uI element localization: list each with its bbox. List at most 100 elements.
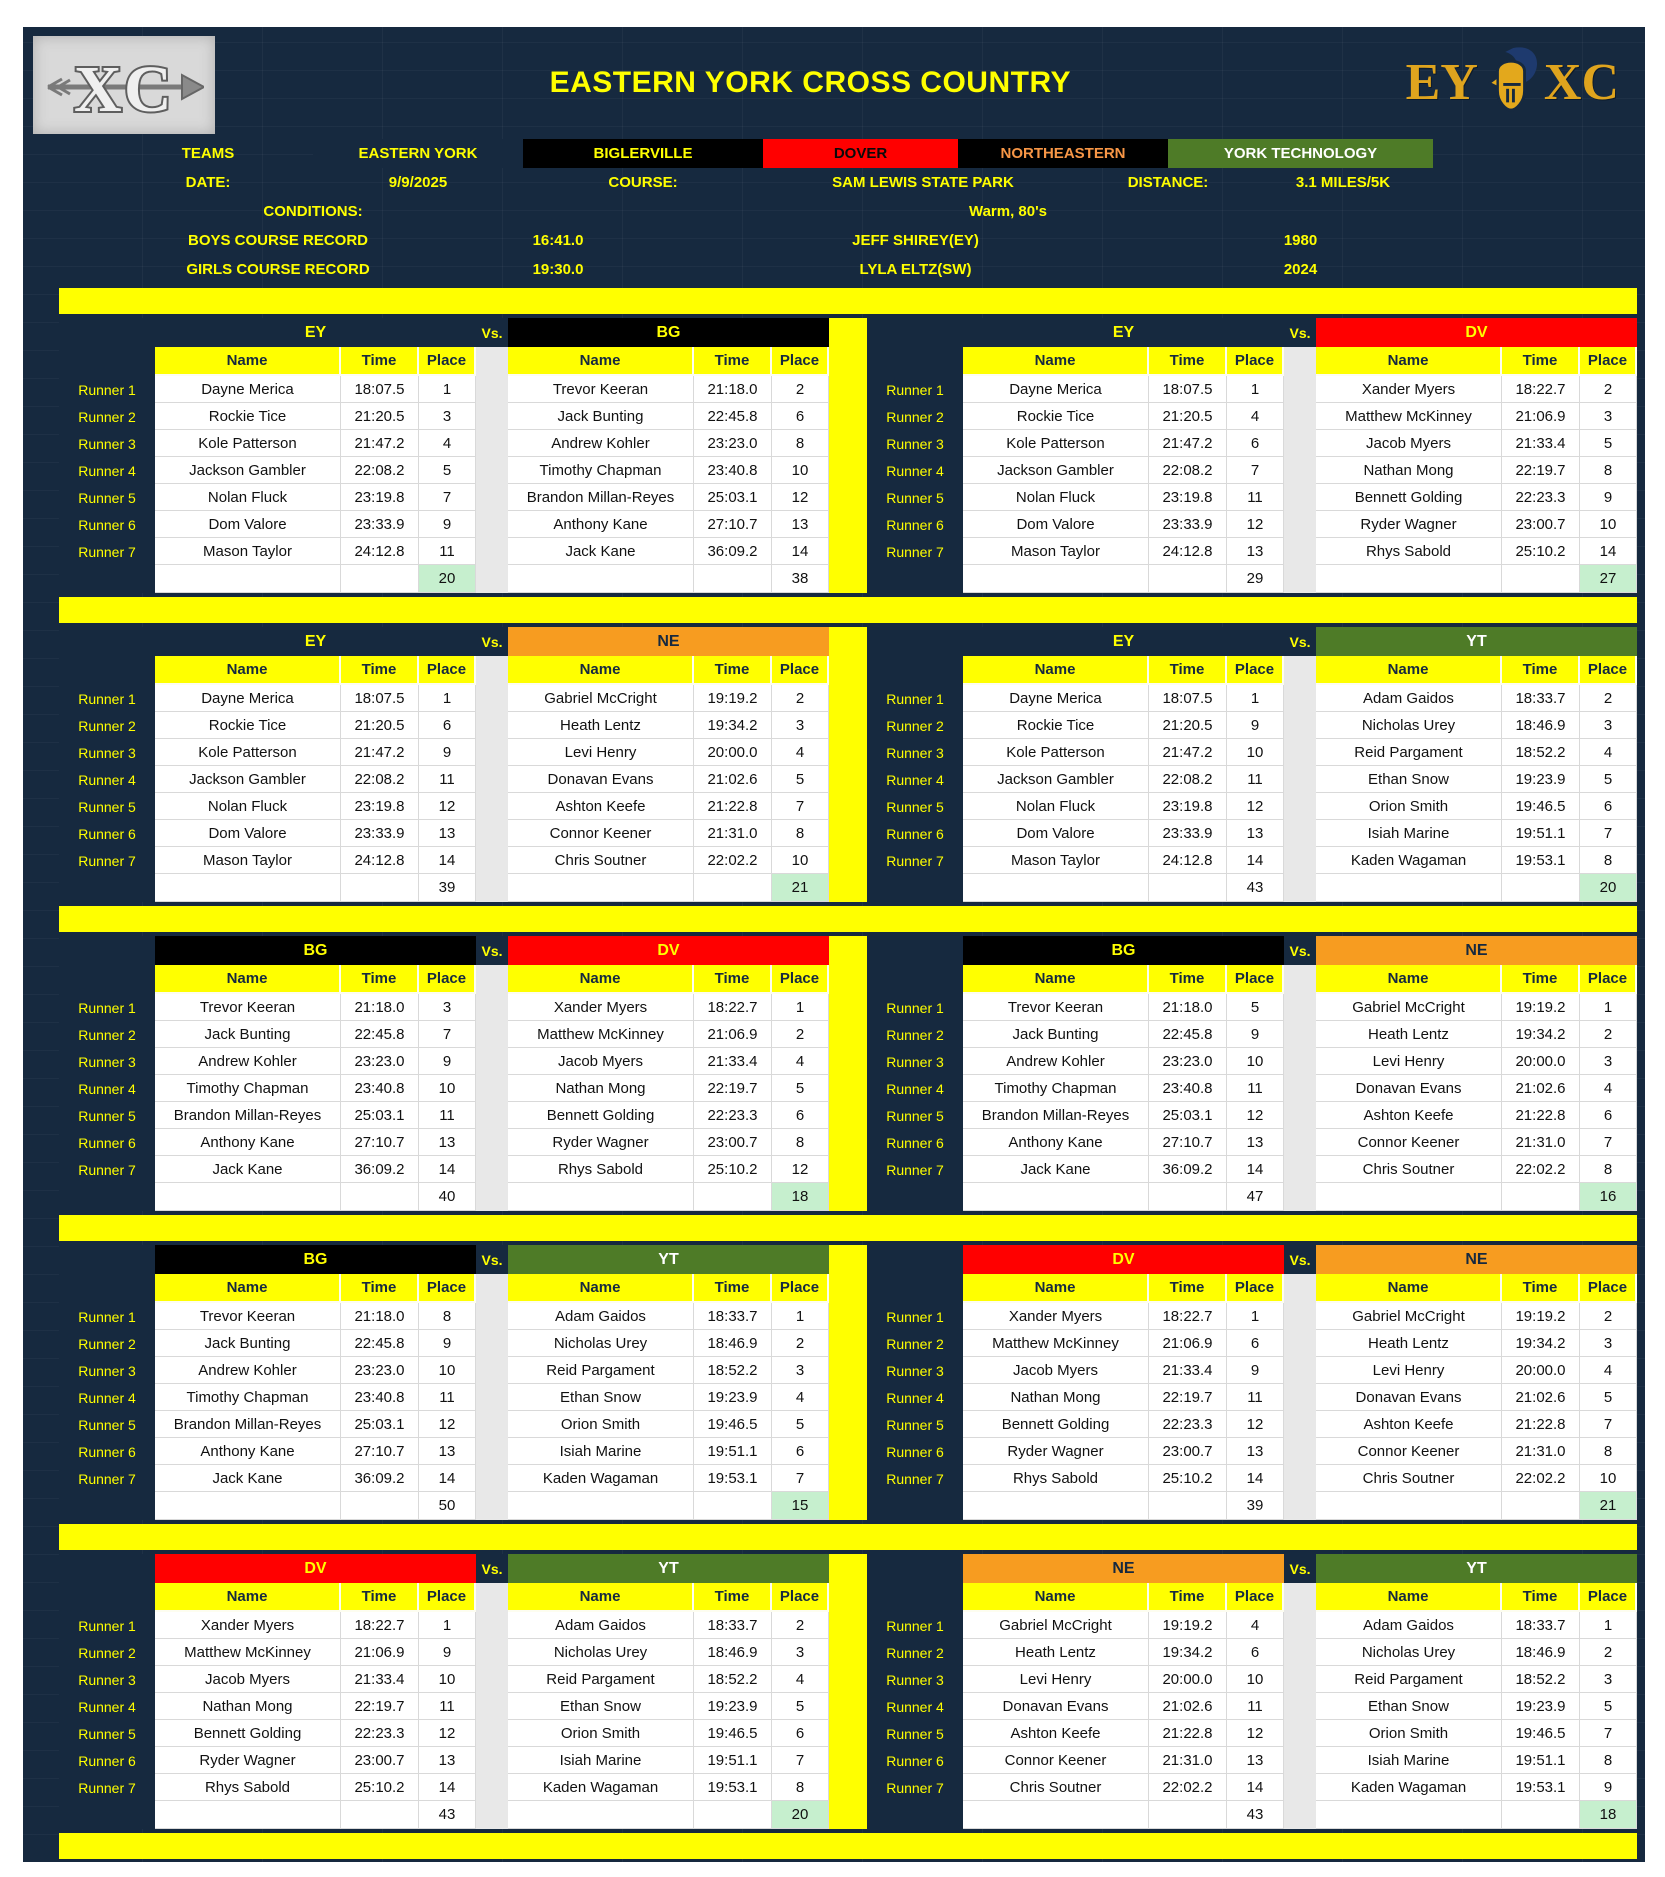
runner-label: Runner 3 [867, 1666, 963, 1693]
teams-row: TEAMS EASTERN YORK BIGLERVILLE DOVER NORTHE… [23, 139, 1645, 168]
runner-place-cell: 14 [1227, 847, 1284, 874]
runner-time-cell: 25:10.2 [694, 1156, 772, 1183]
runner-name-cell: Anthony Kane [508, 511, 694, 538]
runner-time-cell: 20:00.0 [1149, 1666, 1227, 1693]
empty-cell [694, 1801, 772, 1829]
runner-row: Runner 3 Andrew Kohler 23:23.0 10 Reid Parga… [59, 1357, 829, 1384]
empty-cell [341, 565, 419, 593]
runner-time-cell: 21:33.4 [1502, 430, 1580, 457]
date-value: 9/9/2025 [388, 174, 448, 191]
runner-time-cell: 27:10.7 [341, 1129, 419, 1156]
runner-place-cell: 4 [772, 739, 829, 766]
column-gap [476, 511, 508, 538]
runner-time-cell: 21:22.8 [1149, 1720, 1227, 1747]
runner-place-cell: 10 [772, 457, 829, 484]
runner-name-cell: Nolan Fluck [963, 793, 1149, 820]
runner-time-cell: 19:46.5 [1502, 1720, 1580, 1747]
runner-row: Runner 3 Kole Patterson 21:47.2 4 Andrew Koh… [59, 430, 829, 457]
runner-place-cell: 5 [772, 1411, 829, 1438]
runner-name-cell: Anthony Kane [963, 1129, 1149, 1156]
runner-time-cell: 21:02.6 [694, 766, 772, 793]
team-a-total: 20 [419, 565, 476, 593]
runner-time-cell: 18:33.7 [1502, 1612, 1580, 1639]
dual-table-ey-vs-bg: EY Vs. BG Name Time Place Name Time Place Runner … [59, 318, 829, 593]
runner-time-cell: 18:07.5 [1149, 685, 1227, 712]
totals-row: 50 15 [59, 1492, 829, 1520]
runner-time-cell: 22:02.2 [694, 847, 772, 874]
runner-time-cell: 18:22.7 [1502, 376, 1580, 403]
runner-place-cell: 1 [1580, 1612, 1637, 1639]
team-header-row: EY Vs. BG [59, 318, 829, 347]
runner-time-cell: 19:51.1 [694, 1747, 772, 1774]
runner-place-cell: 8 [1580, 457, 1637, 484]
boys-record-holder: JEFF SHIREY(EY) [852, 232, 979, 249]
totals-row: 43 20 [59, 1801, 829, 1829]
dual-table-row: EY Vs. BG Name Time Place Name Time Place Runner … [59, 318, 1645, 593]
runner-name-cell: Timothy Chapman [508, 457, 694, 484]
column-header-row: Name Time Place Name Time Place [867, 1274, 1637, 1303]
runner-name-cell: Connor Keener [1316, 1438, 1502, 1465]
runner-place-cell: 10 [1580, 511, 1637, 538]
runner-time-cell: 21:47.2 [1149, 430, 1227, 457]
team-b-banner: NE [1316, 936, 1637, 965]
girls-record-label: GIRLS COURSE RECORD [186, 261, 370, 278]
runner-label: Runner 3 [867, 430, 963, 457]
runner-row: Runner 7 Chris Soutner 22:02.2 14 Kaden Waga… [867, 1774, 1637, 1801]
runner-label: Runner 6 [867, 1438, 963, 1465]
team-banner-ne: NORTHEASTERN [958, 139, 1168, 168]
dual-table-ey-vs-ne: EY Vs. NE Name Time Place Name Time Place Runner … [59, 627, 829, 902]
runner-name-cell: Jack Bunting [155, 1021, 341, 1048]
runner-row: Runner 1 Xander Myers 18:22.7 1 Adam Gaidos 1… [59, 1612, 829, 1639]
runner-label: Runner 5 [59, 484, 155, 511]
name-column-header: Name [155, 1274, 341, 1303]
column-header-row: Name Time Place Name Time Place [59, 1274, 829, 1303]
time-column-header: Time [1502, 656, 1580, 685]
runner-label: Runner 1 [59, 685, 155, 712]
runner-place-cell: 2 [772, 1330, 829, 1357]
runner-time-cell: 23:33.9 [1149, 820, 1227, 847]
runner-time-cell: 23:19.8 [341, 484, 419, 511]
runner-label: Runner 5 [867, 484, 963, 511]
time-column-header: Time [694, 347, 772, 376]
empty-cell [1502, 1492, 1580, 1520]
runner-label: Runner 4 [59, 1384, 155, 1411]
totals-row: 43 18 [867, 1801, 1637, 1829]
runner-name-cell: Ethan Snow [1316, 1693, 1502, 1720]
vs-label: Vs. [1284, 936, 1316, 965]
runner-time-cell: 27:10.7 [341, 1438, 419, 1465]
time-column-header: Time [341, 1274, 419, 1303]
runner-place-cell: 9 [419, 1330, 476, 1357]
runner-place-cell: 8 [772, 430, 829, 457]
column-gap [1284, 347, 1316, 376]
eyxc-logo-ey-text: EY [1405, 54, 1478, 111]
column-gap [476, 347, 508, 376]
runner-name-cell: Ethan Snow [508, 1384, 694, 1411]
runner-time-cell: 19:46.5 [694, 1411, 772, 1438]
runner-label: Runner 3 [59, 1666, 155, 1693]
runner-name-cell: Jack Bunting [155, 1330, 341, 1357]
runner-name-cell: Andrew Kohler [963, 1048, 1149, 1075]
column-gap [1284, 1438, 1316, 1465]
runner-name-cell: Rockie Tice [155, 403, 341, 430]
runner-label: Runner 6 [59, 1747, 155, 1774]
runner-row: Runner 7 Jack Kane 36:09.2 14 Kaden Wagaman 1… [59, 1465, 829, 1492]
runner-time-cell: 21:02.6 [1502, 1384, 1580, 1411]
name-column-header: Name [963, 965, 1149, 994]
runner-name-cell: Chris Soutner [963, 1774, 1149, 1801]
dual-table-ne-vs-yt: NE Vs. YT Name Time Place Name Time Place Runner … [867, 1554, 1637, 1829]
runner-time-cell: 21:33.4 [694, 1048, 772, 1075]
runner-place-cell: 3 [1580, 1048, 1637, 1075]
runner-time-cell: 22:08.2 [341, 457, 419, 484]
vs-label: Vs. [1284, 318, 1316, 347]
runner-place-cell: 3 [1580, 1330, 1637, 1357]
runner-name-cell: Donavan Evans [963, 1693, 1149, 1720]
runner-place-cell: 8 [772, 1774, 829, 1801]
name-column-header: Name [508, 656, 694, 685]
column-gap [476, 656, 508, 685]
runner-column-header [59, 1583, 155, 1612]
team-b-banner: NE [1316, 1245, 1637, 1274]
place-column-header: Place [1580, 1274, 1637, 1303]
runner-place-cell: 10 [1227, 1666, 1284, 1693]
runner-label: Runner 6 [867, 511, 963, 538]
runner-name-cell: Ryder Wagner [1316, 511, 1502, 538]
